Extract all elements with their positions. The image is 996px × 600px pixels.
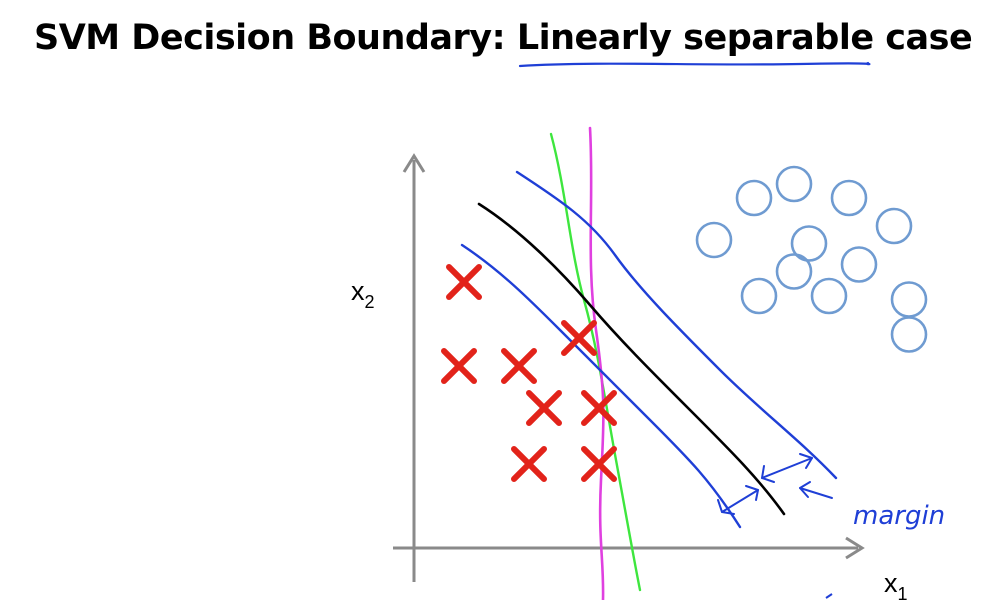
x-axis-label: x1 xyxy=(884,568,908,600)
circle-point xyxy=(790,225,828,262)
green-boundary xyxy=(549,132,642,592)
margin-arrow-upper xyxy=(761,457,813,479)
margin-arrow-lower xyxy=(721,489,759,513)
title-tail: case xyxy=(873,18,973,58)
slide-title: SVM Decision Boundary: Linearly separabl… xyxy=(34,18,973,58)
cross-point xyxy=(446,264,482,300)
cross-stroke xyxy=(446,264,482,300)
y-axis-label: x2 xyxy=(351,276,375,312)
cross-point xyxy=(511,446,547,482)
circle-point xyxy=(740,277,778,315)
cross-stroke xyxy=(526,390,562,426)
circle-point xyxy=(840,246,878,283)
cross-stroke xyxy=(441,348,477,384)
cross-stroke xyxy=(511,446,547,482)
data-points xyxy=(441,165,928,482)
margin-arrow-lower-head-b-icon xyxy=(745,485,759,501)
circle-point xyxy=(775,165,813,203)
upper-margin-line xyxy=(515,170,838,480)
circle-point xyxy=(735,179,773,217)
margin-pointer-head-icon xyxy=(799,481,811,498)
circle-point xyxy=(810,277,848,315)
cross-point xyxy=(501,348,537,384)
cross-point xyxy=(526,390,562,426)
circle-point xyxy=(830,179,868,217)
circle-point xyxy=(890,316,928,353)
cross-stroke xyxy=(581,446,617,482)
cross-stroke xyxy=(581,390,617,426)
stray-mark xyxy=(825,593,833,599)
circle-point xyxy=(695,221,733,259)
title-main: SVM Decision Boundary: xyxy=(34,18,517,58)
magenta-boundary xyxy=(588,126,605,600)
circle-point xyxy=(875,207,913,245)
margin-pointer-arrow xyxy=(799,487,833,499)
cross-point xyxy=(581,446,617,482)
margin-arrow-lower-head-a-icon xyxy=(717,499,735,515)
decision-boundary-line xyxy=(477,202,786,516)
margin-label: margin xyxy=(853,501,945,531)
circle-point xyxy=(890,281,928,318)
circle-point xyxy=(775,253,813,290)
cross-point xyxy=(561,320,597,356)
title-emphasis: Linearly separable xyxy=(516,18,874,58)
cross-stroke xyxy=(561,320,597,356)
margin-arrow-upper-head-a-icon xyxy=(761,465,775,483)
lower-margin-line xyxy=(460,243,742,529)
x-axis-arrow-icon xyxy=(845,536,865,560)
margin-arrows xyxy=(717,453,833,515)
cross-stroke xyxy=(501,348,537,384)
title-underline xyxy=(518,61,871,68)
margin-arrow-upper-head-b-icon xyxy=(799,453,813,469)
cross-point xyxy=(441,348,477,384)
y-axis-arrow-icon xyxy=(402,153,426,173)
cross-point xyxy=(581,390,617,426)
